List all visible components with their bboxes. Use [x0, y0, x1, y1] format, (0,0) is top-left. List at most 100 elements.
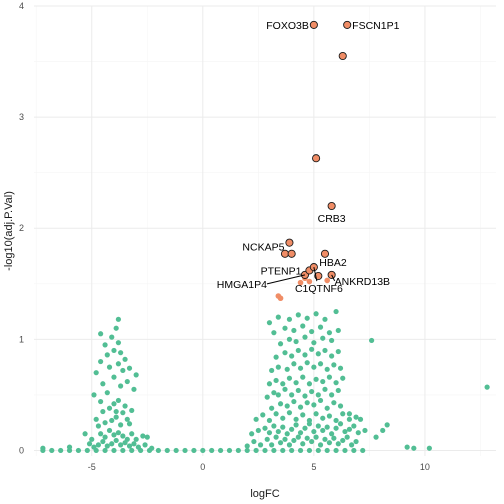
data-point	[253, 447, 259, 454]
data-point	[289, 353, 295, 359]
significant-point	[324, 277, 330, 284]
data-point	[275, 364, 281, 370]
data-point	[282, 436, 288, 442]
data-point	[273, 354, 279, 360]
data-point	[255, 427, 261, 434]
data-point	[118, 422, 124, 428]
data-point	[118, 442, 124, 448]
data-point	[300, 412, 306, 418]
data-point	[320, 335, 326, 341]
data-point	[109, 334, 115, 340]
nonsignificant-points	[40, 308, 490, 454]
data-point	[124, 378, 130, 385]
data-point	[349, 442, 355, 448]
data-point	[297, 365, 304, 371]
data-point	[113, 437, 119, 444]
data-point	[124, 436, 130, 442]
data-point	[280, 381, 286, 387]
data-point	[311, 340, 317, 346]
data-point	[313, 411, 319, 417]
data-point	[306, 381, 313, 387]
data-point	[373, 434, 379, 440]
data-point	[66, 444, 73, 450]
data-point	[324, 366, 330, 372]
data-point	[309, 438, 315, 445]
data-point	[251, 438, 257, 445]
data-point	[109, 417, 115, 424]
data-point	[122, 403, 128, 409]
data-point	[333, 380, 339, 386]
data-point	[291, 398, 297, 405]
data-point	[115, 340, 122, 346]
leader-line	[331, 274, 336, 282]
data-point	[333, 308, 339, 315]
data-point	[102, 434, 108, 440]
data-point	[311, 428, 317, 435]
data-point	[331, 362, 337, 368]
data-point	[291, 327, 297, 334]
data-point	[291, 361, 297, 367]
data-point	[100, 438, 106, 445]
data-point	[173, 447, 179, 454]
data-point	[131, 386, 137, 392]
data-point	[304, 435, 310, 441]
data-point	[322, 316, 328, 322]
data-point	[315, 351, 321, 357]
data-point	[335, 387, 341, 394]
data-point	[344, 434, 350, 440]
data-point	[300, 441, 306, 447]
data-point	[324, 405, 330, 411]
data-point	[369, 337, 375, 344]
data-point	[264, 436, 270, 442]
data-point	[304, 360, 310, 366]
data-point	[317, 397, 324, 404]
data-point	[257, 442, 264, 448]
data-point	[98, 398, 104, 405]
gene-label: ANKRD13B	[335, 276, 390, 288]
data-point	[86, 441, 93, 447]
data-point	[144, 434, 150, 440]
data-point	[266, 381, 273, 387]
data-point	[273, 411, 279, 417]
data-point	[355, 430, 361, 436]
data-point	[115, 430, 122, 436]
data-point	[340, 411, 346, 417]
data-point	[309, 388, 315, 395]
label-leader-lines	[266, 267, 336, 285]
data-point	[304, 400, 310, 406]
data-point	[357, 416, 364, 422]
data-point	[111, 432, 117, 438]
data-point	[131, 441, 137, 447]
data-point	[342, 428, 348, 435]
data-point	[302, 334, 308, 340]
data-point	[384, 422, 390, 428]
labelled-point	[320, 249, 330, 258]
data-point	[302, 425, 308, 431]
data-point	[337, 421, 344, 427]
data-point	[93, 416, 99, 422]
data-point	[329, 392, 335, 398]
data-point	[340, 437, 346, 444]
data-point	[302, 352, 308, 358]
data-point	[118, 383, 124, 389]
data-point	[106, 427, 113, 434]
data-point	[84, 447, 90, 454]
significant-point	[306, 278, 313, 285]
labelled-point	[285, 238, 294, 247]
x-tick-label: -5	[88, 462, 96, 472]
gene-label: NCKAP5	[242, 242, 284, 254]
data-point	[262, 447, 268, 454]
data-point	[331, 435, 337, 441]
data-point	[120, 367, 126, 374]
gene-label: HMGA1P4	[217, 279, 267, 291]
data-point	[326, 330, 333, 336]
data-point	[115, 361, 122, 367]
significant-point	[277, 295, 284, 302]
data-point	[317, 442, 324, 448]
data-point	[106, 364, 113, 370]
data-point	[104, 443, 110, 449]
data-point	[40, 445, 46, 451]
data-point	[284, 403, 290, 409]
data-point	[293, 422, 299, 428]
data-point	[353, 414, 359, 420]
